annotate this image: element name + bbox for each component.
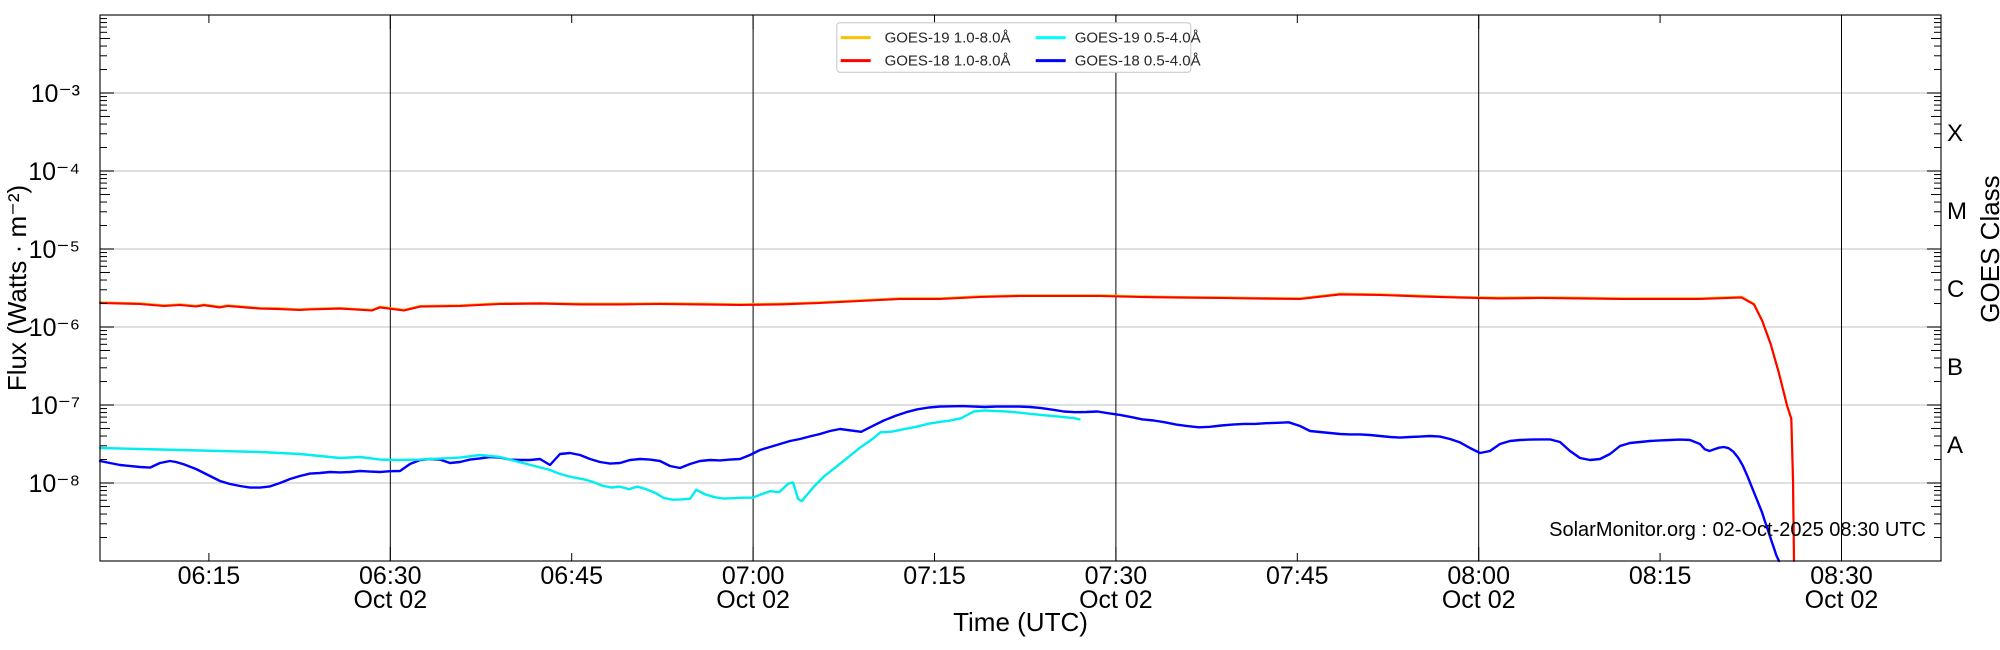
svg-text:07:15: 07:15 [903, 562, 966, 590]
svg-text:GOES-18 1.0-8.0Å: GOES-18 1.0-8.0Å [885, 53, 1011, 70]
svg-text:M: M [1947, 198, 1967, 225]
svg-text:07:45: 07:45 [1266, 562, 1329, 590]
svg-text:Oct 02: Oct 02 [353, 586, 427, 614]
svg-text:GOES-19 0.5-4.0Å: GOES-19 0.5-4.0Å [1075, 30, 1201, 47]
svg-text:Flux (Watts · m⁻²): Flux (Watts · m⁻²) [2, 185, 32, 391]
svg-text:GOES-19 1.0-8.0Å: GOES-19 1.0-8.0Å [885, 30, 1011, 47]
svg-text:Oct 02: Oct 02 [1079, 586, 1153, 614]
svg-text:GOES Class: GOES Class [1975, 175, 2000, 322]
svg-text:10⁻⁶: 10⁻⁶ [29, 314, 80, 342]
svg-text:A: A [1947, 432, 1963, 459]
svg-text:SolarMonitor.org : 02-Oct-2025: SolarMonitor.org : 02-Oct-2025 08:30 UTC [1549, 519, 1926, 541]
svg-text:10⁻⁵: 10⁻⁵ [29, 236, 80, 264]
svg-text:10⁻³: 10⁻³ [31, 80, 80, 108]
svg-text:Oct 02: Oct 02 [716, 586, 790, 614]
svg-text:08:15: 08:15 [1629, 562, 1692, 590]
svg-text:10⁻⁴: 10⁻⁴ [28, 158, 80, 186]
svg-text:X: X [1947, 120, 1963, 147]
svg-text:Time (UTC): Time (UTC) [953, 607, 1088, 637]
svg-text:06:45: 06:45 [540, 562, 603, 590]
svg-text:06:15: 06:15 [178, 562, 241, 590]
svg-text:GOES-18 0.5-4.0Å: GOES-18 0.5-4.0Å [1075, 53, 1201, 70]
svg-text:10⁻⁷: 10⁻⁷ [30, 392, 80, 420]
svg-text:Oct 02: Oct 02 [1442, 586, 1516, 614]
svg-text:10⁻⁸: 10⁻⁸ [28, 470, 80, 498]
svg-text:B: B [1947, 354, 1963, 381]
svg-text:C: C [1947, 276, 1964, 303]
svg-text:Oct 02: Oct 02 [1805, 586, 1879, 614]
